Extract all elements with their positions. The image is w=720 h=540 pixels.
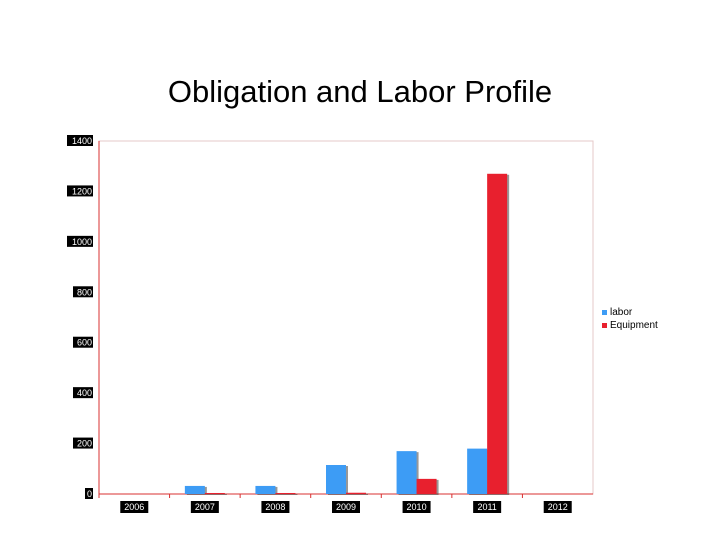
bar-labor (255, 485, 276, 494)
y-tick-label: 600 (77, 338, 92, 348)
legend-item-labor: labor (602, 306, 658, 319)
legend-swatch-labor (602, 310, 607, 315)
legend-label-labor: labor (610, 307, 633, 318)
x-tick-label-bg (120, 501, 149, 513)
x-tick-label: 2012 (548, 502, 568, 512)
y-tick-label: 1000 (72, 237, 92, 247)
y-tick-label: 400 (77, 388, 92, 398)
y-tick-label: 1400 (72, 136, 92, 146)
bar-equipment (275, 492, 296, 494)
bar-equipment (487, 173, 508, 494)
legend-item-equipment: Equipment (602, 319, 658, 332)
x-tick-label-bg (190, 501, 219, 513)
x-tick-label: 2009 (336, 502, 356, 512)
y-tick-label-bg (73, 286, 93, 298)
bar-shadow (277, 493, 298, 495)
x-tick-label-bg (332, 501, 360, 513)
y-tick-label: 0 (87, 489, 92, 499)
bar-labor (467, 448, 488, 494)
bar-equipment (416, 478, 437, 494)
x-tick-label: 2011 (477, 502, 496, 512)
x-tick-label: 2006 (124, 502, 144, 512)
y-tick-label-bg (67, 235, 93, 247)
y-tick-label-bg (67, 135, 93, 146)
y-tick-label: 200 (77, 439, 92, 449)
bar-labor (184, 485, 205, 494)
x-tick-label: 2008 (265, 502, 285, 512)
y-tick-label-bg (67, 185, 93, 197)
legend-swatch-equipment (602, 323, 607, 328)
chart-legend: labor Equipment (602, 306, 658, 332)
bar-equipment (346, 492, 366, 494)
x-tick-label-bg (261, 501, 290, 513)
legend-label-equipment: Equipment (610, 320, 658, 331)
plot-frame (98, 140, 594, 495)
bar-shadow (348, 493, 368, 495)
bar-labor (396, 451, 417, 494)
x-tick-label-bg (473, 501, 502, 513)
y-tick-label-bg (73, 387, 93, 399)
chart-title: Obligation and Labor Profile (167, 74, 553, 109)
x-tick-label: 2007 (195, 502, 215, 512)
y-tick-label-bg (73, 437, 93, 449)
y-tick-label-bg (85, 488, 93, 499)
x-tick-label-bg (402, 501, 431, 513)
bar-equipment (204, 492, 225, 494)
bar-shadow (206, 493, 227, 495)
bar-labor (326, 465, 346, 494)
y-tick-label-bg (73, 336, 93, 348)
y-tick-label: 800 (77, 287, 92, 297)
x-tick-label-bg (543, 501, 572, 513)
y-tick-label: 1200 (72, 186, 92, 196)
x-tick-label: 2010 (407, 502, 427, 512)
